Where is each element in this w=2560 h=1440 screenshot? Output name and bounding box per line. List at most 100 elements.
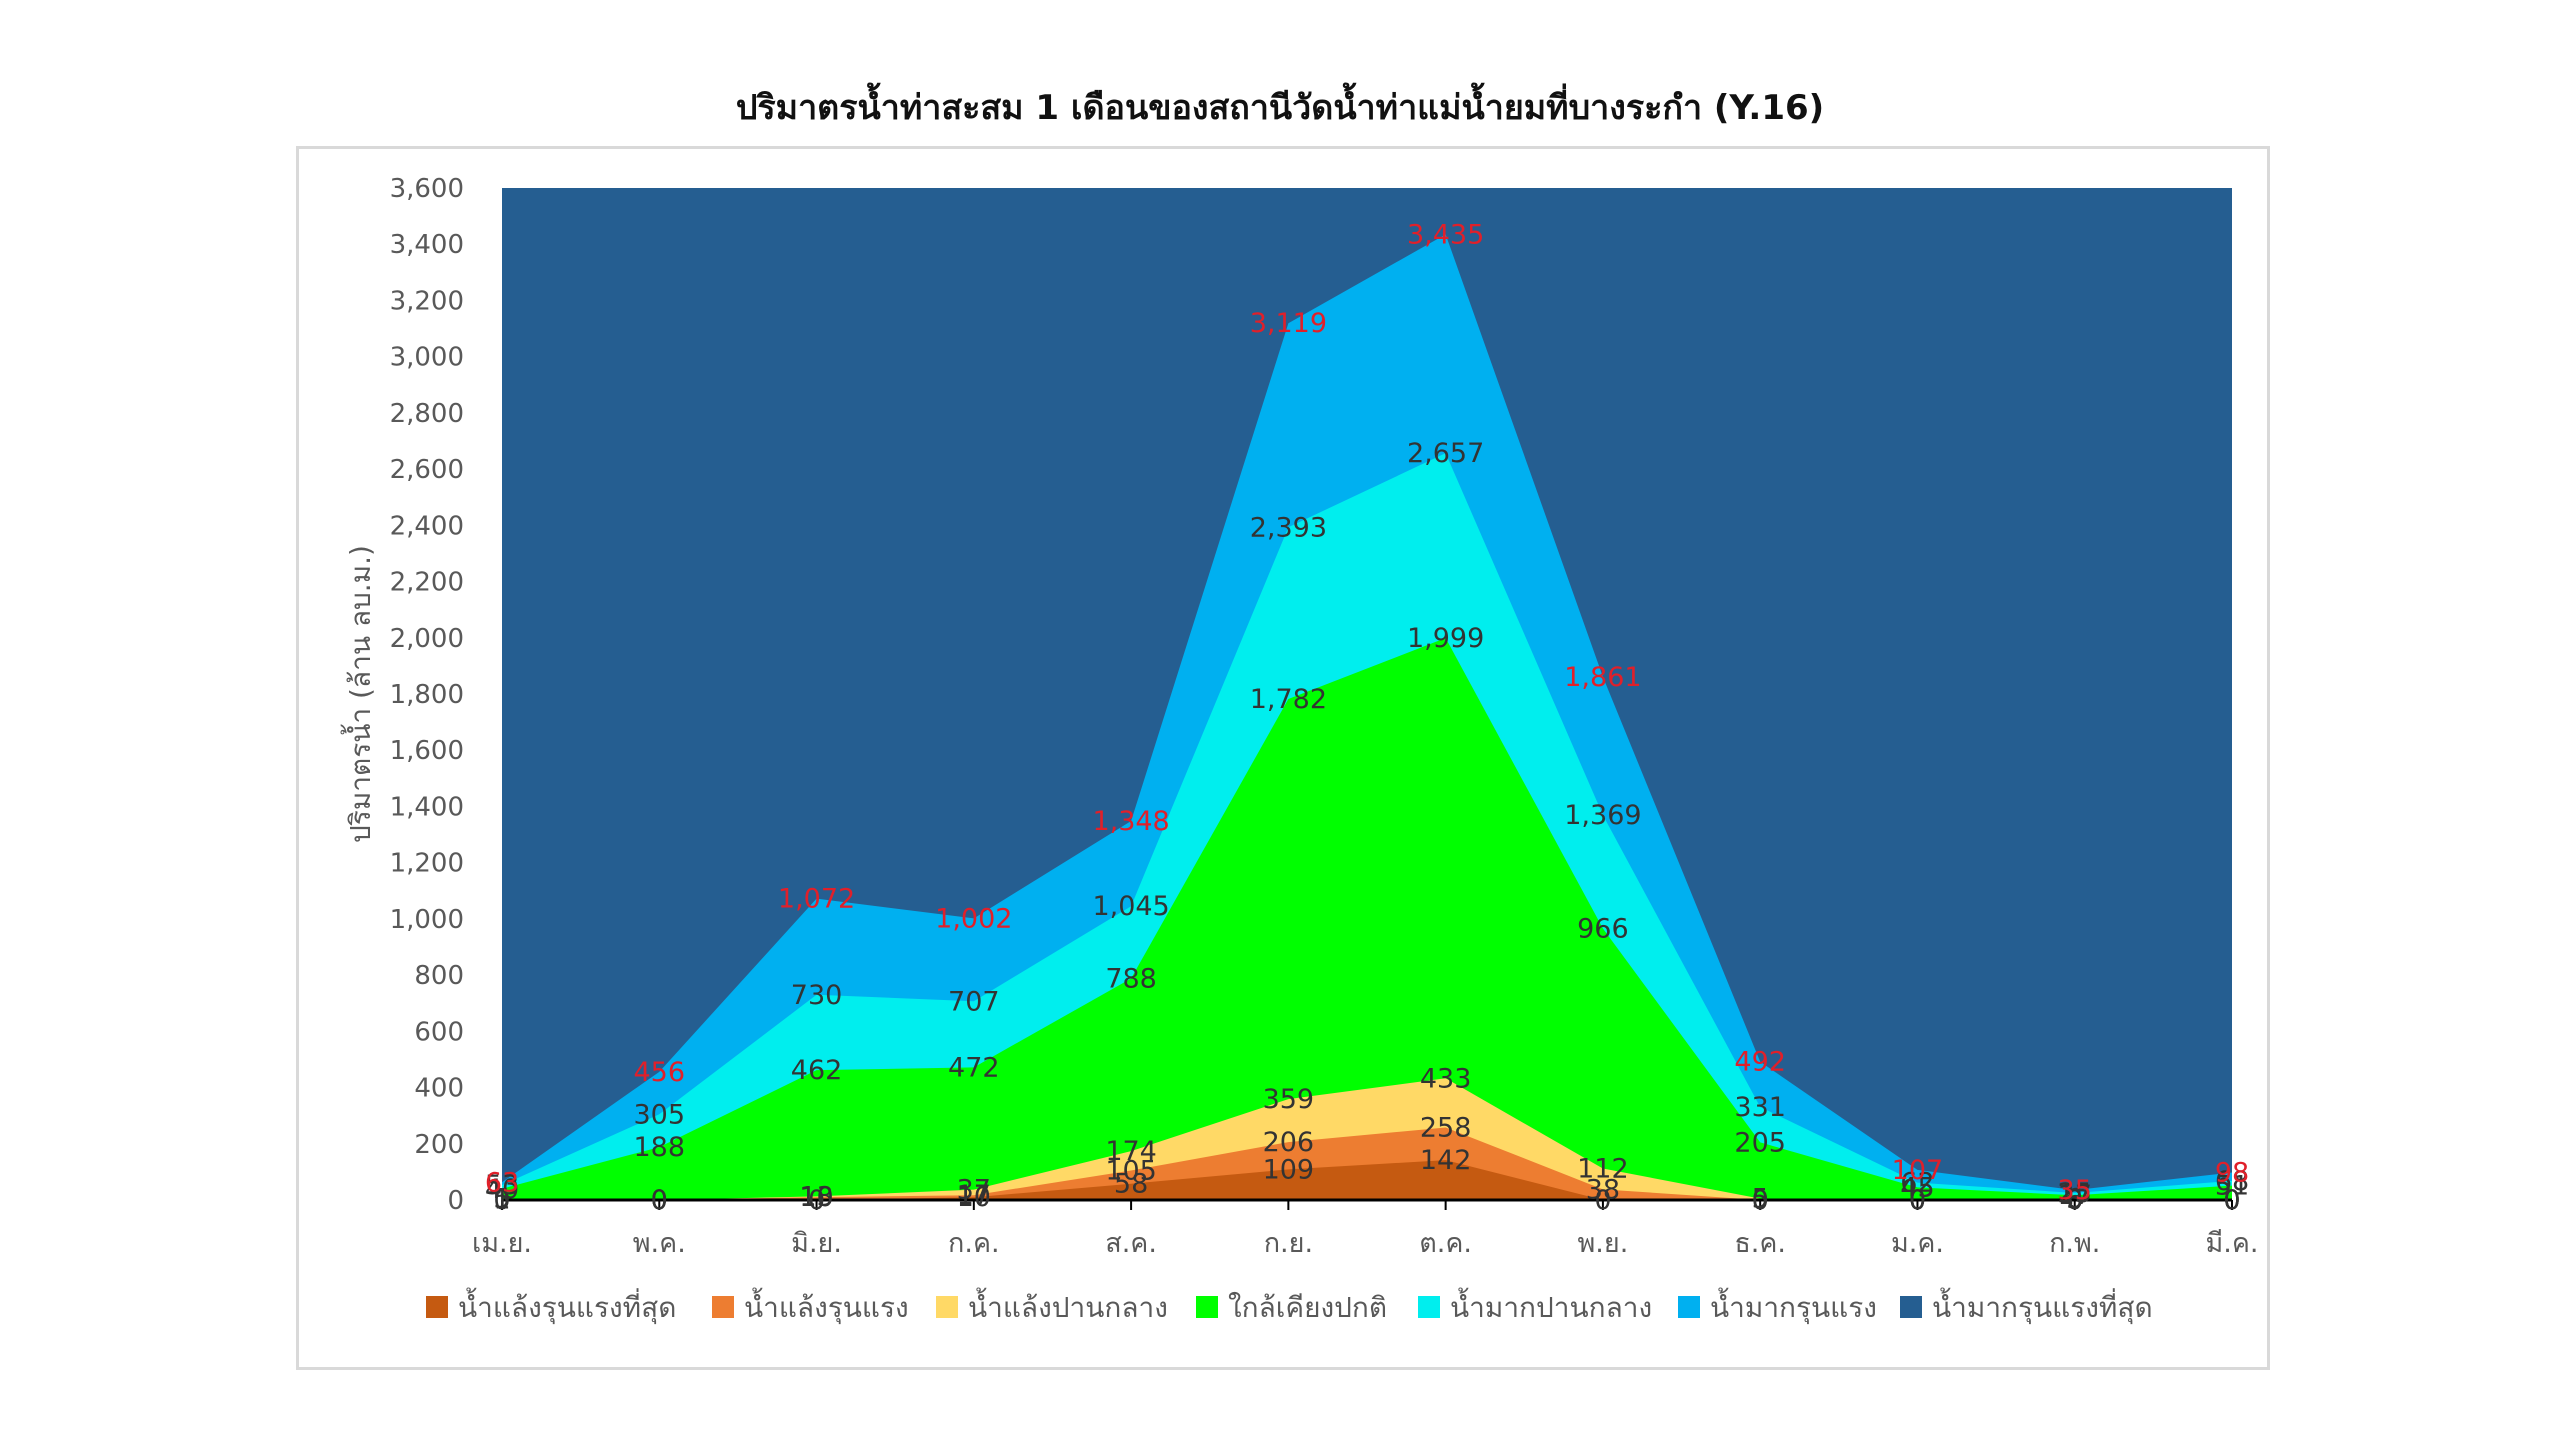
x-tick-label: เม.ย. (472, 1228, 532, 1259)
area-series-1 (502, 1160, 2232, 1200)
legend-label-series-5: น้ำมากปานกลาง (1450, 1287, 1652, 1324)
data-label-series-2: 258 (1420, 1112, 1472, 1143)
y-tick-label: 200 (414, 1130, 464, 1160)
data-label-series-3: 359 (1263, 1084, 1315, 1115)
data-label-series-6: 1,072 (778, 884, 855, 915)
data-label-series-1: 0 (1909, 1185, 1926, 1216)
data-label-series-3: 37 (957, 1175, 991, 1206)
y-tick-label: 3,600 (390, 174, 464, 204)
legend-swatch-series-2 (712, 1296, 734, 1318)
chart-title: ปริมาตรน้ำท่าสะสม 1 เดือนของสถานีวัดน้ำท… (735, 88, 1825, 128)
data-label-series-1: 0 (2223, 1185, 2240, 1216)
data-label-series-1: 0 (1594, 1185, 1611, 1216)
data-label-series-2: 206 (1263, 1127, 1315, 1158)
x-tick-label: ส.ค. (1105, 1228, 1157, 1259)
data-label-series-3: 5 (1752, 1184, 1769, 1215)
data-label-series-5: 62 (1900, 1168, 1934, 1199)
data-label-series-2: 38 (1586, 1174, 1620, 1205)
data-label-series-3: 112 (1577, 1154, 1629, 1185)
data-label-series-4: 472 (948, 1052, 1000, 1083)
data-label-series-2: 105 (1105, 1155, 1157, 1186)
legend-label-series-4: ใกล้เคียงปกติ (1228, 1291, 1387, 1324)
x-tick-label: ธ.ค. (1734, 1228, 1786, 1259)
x-tick-label: ต.ค. (1419, 1228, 1472, 1259)
data-label-series-2: 0 (1752, 1185, 1769, 1216)
data-label-series-4: 51 (2215, 1171, 2249, 1202)
x-tick-label: ม.ค. (1891, 1228, 1944, 1259)
y-tick-label: 3,200 (390, 286, 464, 316)
data-label-series-3: 0 (1909, 1185, 1926, 1216)
data-label-series-1: 0 (493, 1185, 510, 1216)
data-label-series-6: 1,861 (1564, 662, 1641, 693)
x-tick-label: มี.ค. (2205, 1228, 2258, 1259)
data-label-series-3: 13 (799, 1181, 833, 1212)
data-label-series-5: 1,045 (1092, 891, 1169, 922)
data-label-series-5: 305 (633, 1099, 685, 1130)
data-label-series-6: 63 (485, 1167, 519, 1198)
data-label-series-6: 98 (2215, 1157, 2249, 1188)
data-label-series-4: 40 (485, 1174, 519, 1205)
data-label-series-5: 2,657 (1407, 438, 1484, 469)
legend-swatch-series-7 (1900, 1296, 1922, 1318)
data-label-series-1: 10 (957, 1182, 991, 1213)
data-label-series-5: 1,369 (1564, 800, 1641, 831)
x-tick-label: มิ.ย. (791, 1228, 842, 1259)
x-tick-label: ก.พ. (2049, 1228, 2100, 1259)
y-tick-label: 0 (447, 1186, 464, 1216)
legend-label-series-3: น้ำแล้งปานกลาง (968, 1287, 1168, 1324)
data-label-series-1: 0 (1752, 1185, 1769, 1216)
data-label-series-1: 0 (2066, 1185, 2083, 1216)
data-label-series-5: 730 (791, 980, 843, 1011)
data-label-series-5: 68 (2215, 1166, 2249, 1197)
data-label-series-4: 1,999 (1407, 623, 1484, 654)
data-label-series-4: 17 (2058, 1180, 2092, 1211)
data-label-series-5: 53 (485, 1170, 519, 1201)
area-series-2 (502, 1127, 2232, 1200)
data-label-series-2: 0 (1909, 1185, 1926, 1216)
data-label-series-2: 0 (2223, 1185, 2240, 1216)
data-label-series-1: 0 (651, 1185, 668, 1216)
x-tick-label: ก.ค. (948, 1228, 1000, 1259)
y-tick-label: 600 (414, 1017, 464, 1047)
legend-label-series-2: น้ำแล้งรุนแรง (744, 1287, 909, 1325)
x-tick-label: พ.ย. (1578, 1228, 1629, 1259)
data-label-series-2: 0 (651, 1185, 668, 1216)
y-tick-label: 3,000 (390, 343, 464, 373)
data-label-series-3: 433 (1420, 1063, 1472, 1094)
data-label-series-6: 107 (1892, 1155, 1944, 1186)
legend-label-series-1: น้ำแล้งรุนแรงที่สุด (458, 1287, 676, 1325)
y-tick-label: 3,400 (390, 230, 464, 260)
y-tick-label: 1,200 (390, 849, 464, 879)
data-label-series-6: 492 (1734, 1047, 1786, 1078)
data-label-series-6: 3,435 (1407, 219, 1484, 250)
data-label-series-3: 0 (2223, 1185, 2240, 1216)
y-tick-label: 2,800 (390, 399, 464, 429)
y-tick-label: 800 (414, 961, 464, 991)
y-axis-label: ปริมาตรน้ำ (ล้าน ลบ.ม.) (340, 545, 377, 843)
y-tick-label: 1,400 (390, 792, 464, 822)
data-label-series-6: 1,348 (1092, 806, 1169, 837)
y-tick-label: 2,400 (390, 511, 464, 541)
data-label-series-4: 45 (1900, 1172, 1934, 1203)
x-tick-label: พ.ค. (633, 1228, 686, 1259)
y-tick-label: 1,000 (390, 905, 464, 935)
data-label-series-5: 2,393 (1250, 512, 1327, 543)
data-label-series-4: 188 (633, 1132, 685, 1163)
data-label-series-2: 17 (957, 1180, 991, 1211)
legend-label-series-7: น้ำมากรุนแรงที่สุด (1932, 1287, 2153, 1325)
data-label-series-6: 35 (2058, 1175, 2092, 1206)
data-label-series-3: 174 (1105, 1136, 1157, 1167)
data-label-series-3: 6 (2066, 1183, 2083, 1214)
data-label-series-3: 0 (651, 1185, 668, 1216)
y-tick-label: 400 (414, 1074, 464, 1104)
legend-swatch-series-3 (936, 1296, 958, 1318)
y-tick-label: 1,600 (390, 736, 464, 766)
y-tick-label: 2,200 (390, 568, 464, 598)
area-series-4 (502, 638, 2232, 1200)
data-label-series-5: 331 (1734, 1092, 1786, 1123)
legend-swatch-series-1 (426, 1296, 448, 1318)
data-label-series-6: 1,002 (935, 903, 1012, 934)
data-label-series-5: 707 (948, 986, 1000, 1017)
x-tick-label: ก.ย. (1264, 1228, 1313, 1259)
